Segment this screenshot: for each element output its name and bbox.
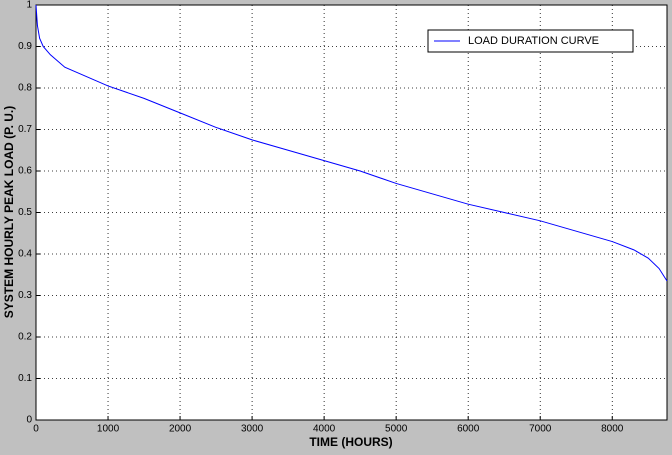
x-tick-label: 5000: [385, 424, 408, 435]
x-tick-label: 8000: [601, 424, 624, 435]
legend-label: LOAD DURATION CURVE: [468, 35, 599, 47]
y-tick-label: 0.7: [18, 124, 32, 135]
y-tick-label: 0: [26, 415, 32, 426]
x-tick-label: 2000: [169, 424, 192, 435]
legend-box: [427, 29, 634, 53]
y-tick-label: 1: [26, 0, 32, 11]
y-axis-label: SYSTEM HOURLY PEAK LOAD (P. U.): [2, 106, 16, 318]
x-axis-label: TIME (HOURS): [309, 435, 392, 449]
y-tick-label: 0.8: [18, 83, 32, 94]
x-tick-label: 0: [33, 424, 39, 435]
x-tick-label: 4000: [313, 424, 336, 435]
y-tick-label: 0.4: [18, 249, 32, 260]
data-line: [35, 4, 668, 282]
x-tick-label: 1000: [97, 424, 120, 435]
y-tick-label: 0.3: [18, 290, 32, 301]
x-tick-label: 6000: [457, 424, 480, 435]
x-tick-label: 7000: [529, 424, 552, 435]
y-tick-label: 0.5: [18, 207, 32, 218]
y-tick-label: 0.1: [18, 373, 32, 384]
y-tick-label: 0.6: [18, 166, 32, 177]
x-tick-label: 3000: [241, 424, 264, 435]
plot-area: [35, 4, 668, 421]
y-tick-label: 0.9: [18, 41, 32, 52]
y-tick-label: 0.2: [18, 332, 32, 343]
